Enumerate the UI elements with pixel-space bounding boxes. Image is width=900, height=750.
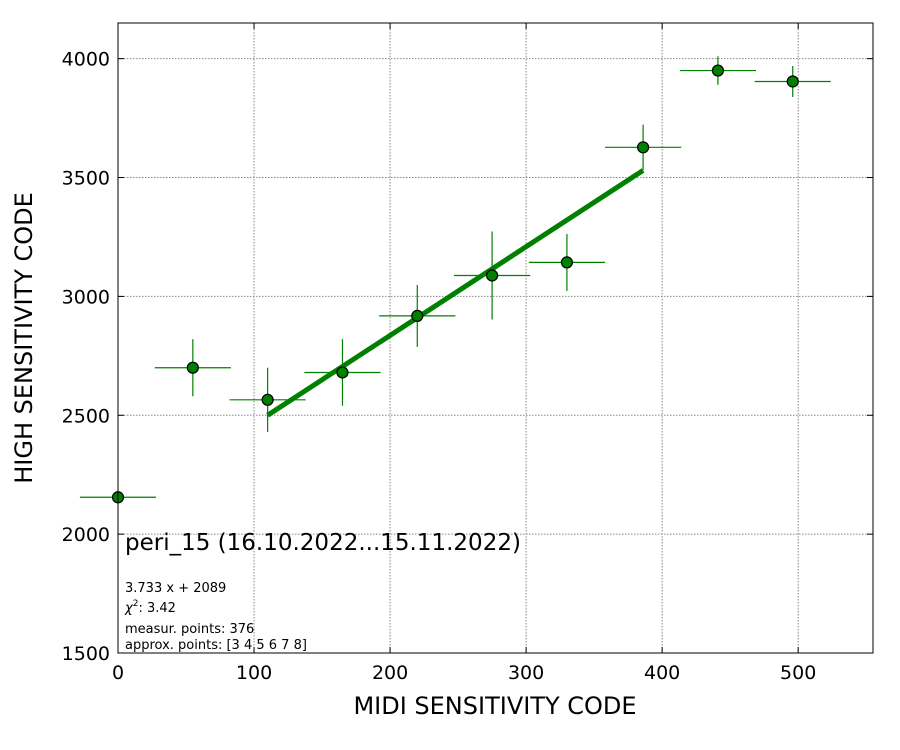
ticks	[117, 23, 873, 654]
data-point	[485, 269, 499, 282]
annotation-chi2-value: : 3.42	[138, 601, 175, 616]
data-point	[186, 361, 199, 374]
tick-labels: 0 100 200 300 400 500 1500 2000 2500 3000 3500 4000	[62, 49, 817, 684]
y-tick-label: 2500	[62, 405, 110, 427]
data-point	[636, 141, 650, 154]
annotation-equation: 3.733 x + 2089	[125, 581, 226, 596]
annotation-approx-points: approx. points: [3 4 5 6 7 8]	[125, 638, 307, 653]
y-tick-label: 3500	[62, 168, 110, 190]
data-points	[111, 64, 799, 504]
data-point	[560, 256, 574, 269]
annotation-chi2: χ2: 3.42	[124, 599, 176, 616]
fit-line-group	[266, 168, 645, 418]
y-axis-label: HIGH SENSITIVITY CODE	[10, 192, 38, 484]
x-tick-label: 0	[112, 662, 124, 684]
x-tick-label: 500	[780, 662, 816, 684]
x-axis-label: MIDI SENSITIVITY CODE	[353, 692, 636, 720]
fit-line	[266, 168, 645, 418]
data-point	[411, 309, 424, 322]
error-bars	[79, 56, 831, 498]
x-tick-label: 200	[372, 662, 408, 684]
annotation-measur-points: measur. points: 376	[125, 622, 254, 637]
plot-frame	[117, 22, 874, 654]
data-point	[711, 64, 725, 77]
y-tick-label: 4000	[62, 49, 110, 71]
data-point	[261, 393, 274, 406]
annotation-title: peri_15 (16.10.2022...15.11.2022)	[125, 530, 521, 556]
y-tick-label: 3000	[62, 286, 110, 308]
data-point	[786, 75, 799, 88]
x-tick-label: 400	[644, 662, 680, 684]
x-tick-label: 100	[236, 662, 272, 684]
data-point	[336, 366, 349, 379]
y-tick-label: 1500	[62, 643, 110, 665]
x-tick-label: 300	[508, 662, 544, 684]
y-tick-label: 2000	[62, 524, 110, 546]
grid	[117, 23, 873, 654]
